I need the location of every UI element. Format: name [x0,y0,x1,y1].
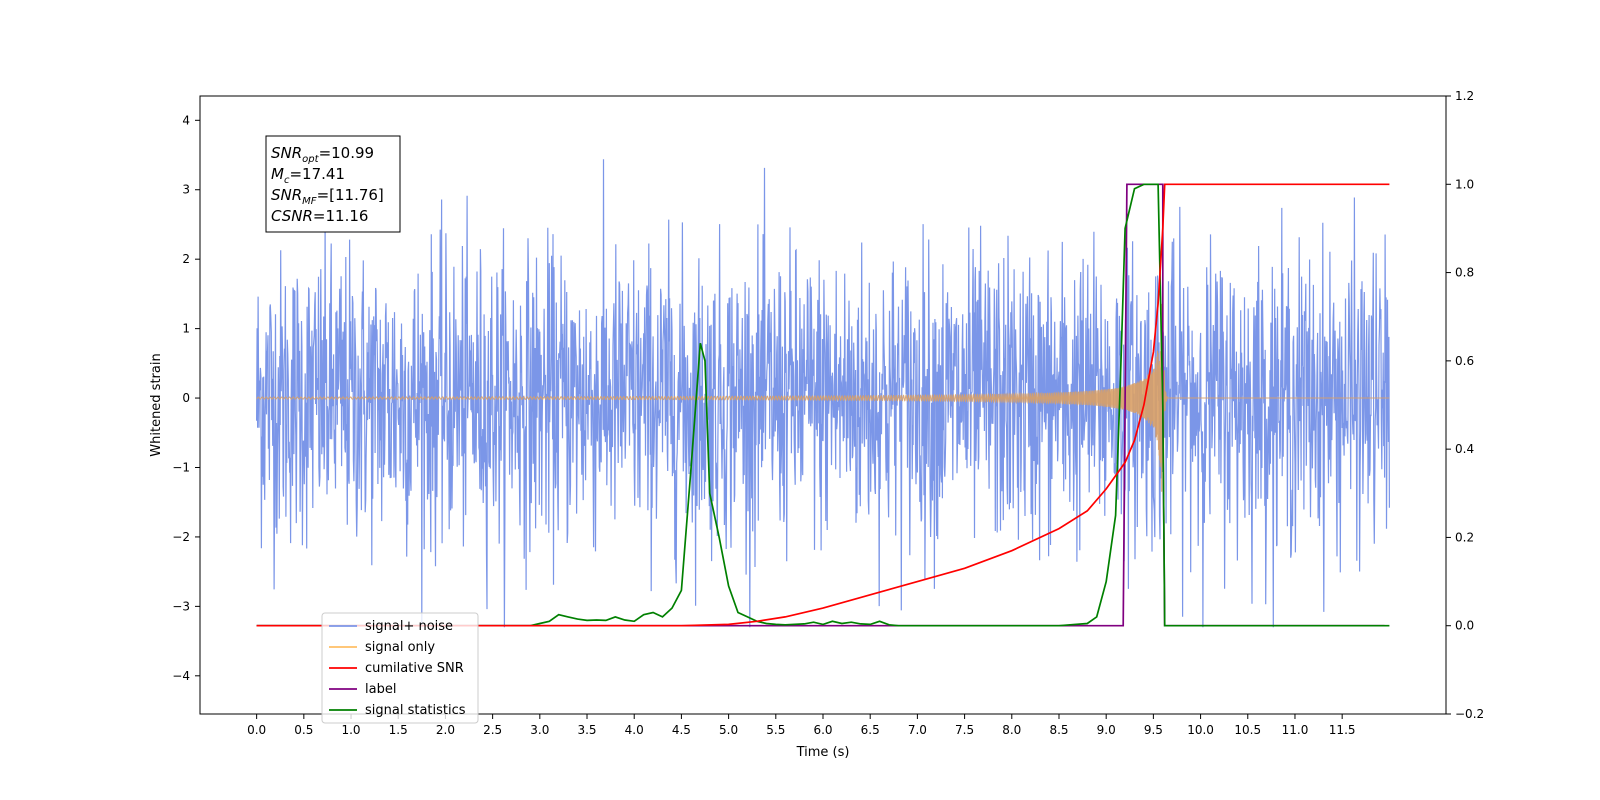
right-y-tick-label: 1.0 [1455,177,1474,191]
x-tick-label: 8.0 [1002,723,1021,737]
series-signal-only [256,259,1390,492]
x-tick-label: 6.0 [813,723,832,737]
left-y-tick-label: 3 [182,183,190,197]
series-cumilative-SNR [256,183,1390,627]
left-y-tick-label: −3 [172,599,190,613]
x-tick-label: 7.5 [955,723,974,737]
left-y-tick-label: 1 [182,322,190,336]
x-tick-label: 4.5 [672,723,691,737]
right-y-tick-label: 0.2 [1455,530,1474,544]
right-y-axis-ticks: 1.2 1.0 0.8 0.6 0.4 0.2 0.0 −0.2 [1446,89,1484,721]
x-tick-label: 1.5 [389,723,408,737]
x-tick-label: 4.0 [625,723,644,737]
annotation-line: SNRMF=[11.76] [271,186,384,207]
x-tick-label: 11.5 [1329,723,1356,737]
left-y-tick-label: 4 [182,113,190,127]
left-y-tick-label: −4 [172,669,190,683]
noise-series-layer [256,159,1390,628]
right-y-tick-label: −0.2 [1455,707,1484,721]
x-tick-label: 3.5 [577,723,596,737]
left-y-axis-ticks: 4 3 2 1 0 −1 −2 −3 −4 [172,113,200,683]
left-y-tick-label: 0 [182,391,190,405]
right-y-tick-label: 0.0 [1455,619,1474,633]
x-tick-label: 8.5 [1049,723,1068,737]
x-tick-label: 11.0 [1282,723,1309,737]
x-tick-label: 0.0 [247,723,266,737]
legend-label: signal only [365,640,435,655]
right-y-tick-label: 0.6 [1455,354,1474,368]
x-tick-label: 0.5 [294,723,313,737]
annotation-frame [265,135,401,233]
legend-label: label [365,682,396,697]
right-axis-series-layer [256,183,1390,627]
right-y-tick-label: 0.4 [1455,442,1474,456]
x-axis-label: Time (s) [796,745,850,760]
legend-frame [321,612,479,724]
left-y-tick-label: −2 [172,530,190,544]
x-tick-label: 9.0 [1097,723,1116,737]
series-signal-statistics [256,183,1390,627]
x-tick-label: 7.0 [908,723,927,737]
x-tick-label: 10.0 [1187,723,1214,737]
x-tick-label: 10.5 [1234,723,1261,737]
x-tick-label: 1.0 [341,723,360,737]
annotation-line: Mc=17.41 [271,165,345,186]
series-signal-noise [256,159,1390,628]
annotation-line: SNRopt=10.99 [271,144,374,165]
right-y-tick-label: 0.8 [1455,266,1474,280]
x-tick-label: 6.5 [861,723,880,737]
x-tick-label: 2.0 [436,723,455,737]
legend: signal+ noise signal only cumilative SNR la… [321,612,479,724]
annotation-line: CSNR=11.16 [271,207,368,225]
x-tick-label: 9.5 [1144,723,1163,737]
signal-series-layer [256,259,1390,492]
right-y-tick-label: 1.2 [1455,89,1474,103]
left-y-tick-label: 2 [182,252,190,266]
legend-label: signal statistics [365,703,466,718]
x-tick-label: 3.0 [530,723,549,737]
legend-label: signal+ noise [365,619,453,634]
stats-annotation-box: SNRopt=10.99Mc=17.41SNRMF=[11.76]CSNR=11… [265,135,401,233]
x-tick-label: 5.0 [719,723,738,737]
left-y-axis-label: Whitened strain [149,353,164,456]
x-tick-label: 5.5 [766,723,785,737]
left-y-tick-label: −1 [172,460,190,474]
legend-label: cumilative SNR [365,661,464,676]
x-axis-ticks: 0.0 0.5 1.0 1.5 2.0 2.5 3.0 3.5 4.0 4.5 5.0 5.5 6.0 6… [247,714,1356,737]
x-tick-label: 2.5 [483,723,502,737]
